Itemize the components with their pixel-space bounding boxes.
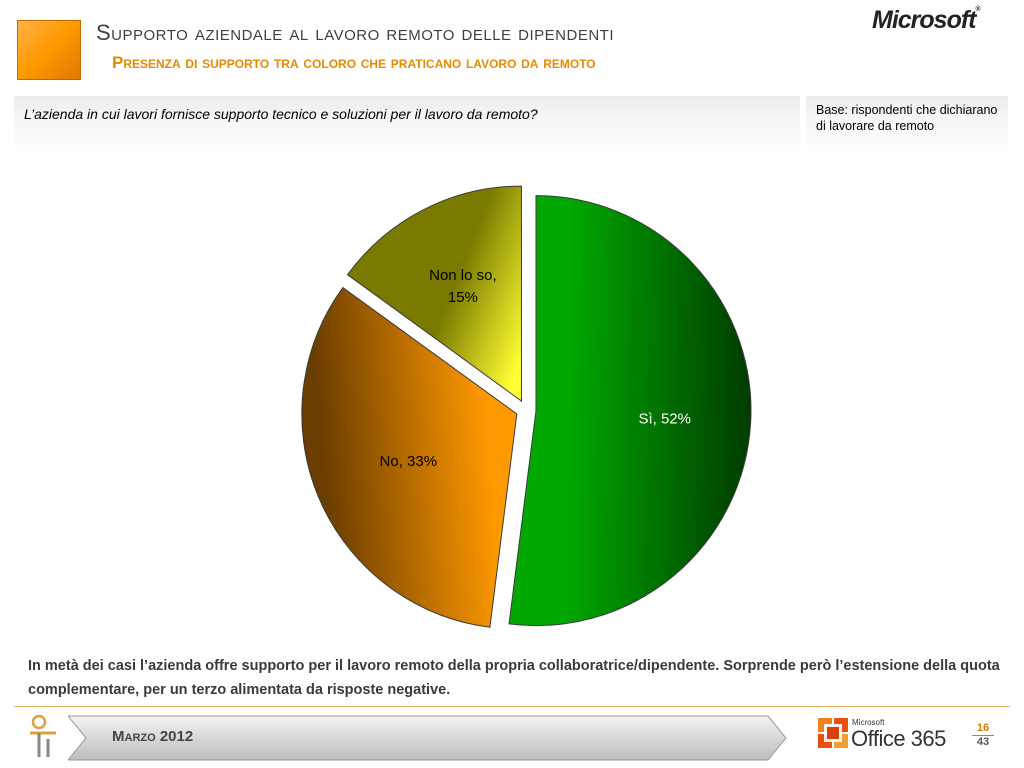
page-number: 16 43 [972, 722, 994, 749]
person-logo-icon [30, 714, 56, 757]
question-box: L’azienda in cui lavori fornisce support… [14, 96, 800, 158]
pie-labels: Sì, 52% No, 33% Non lo so, 15% [380, 267, 691, 470]
footer-divider [14, 706, 1010, 707]
microsoft-logo: Microsoft® [872, 6, 981, 34]
pie-slices [301, 185, 752, 628]
date-banner [68, 715, 787, 761]
pie-label-1: Sì, 52% [638, 411, 691, 428]
question-text: L’azienda in cui lavori fornisce support… [24, 106, 538, 122]
microsoft-logo-text: Microsoft [872, 6, 976, 34]
pie-slice-3 [346, 185, 522, 403]
pie-slice-1 [508, 195, 752, 627]
office-ms-label: Microsoft [852, 718, 885, 727]
office-365-logo-icon [818, 718, 848, 748]
base-text: Base: rispondenti che dichiarano di lavo… [816, 103, 998, 133]
page-current: 16 [972, 722, 994, 736]
pie-chart: Sì, 52% No, 33% Non lo so, 15% [301, 185, 752, 628]
pie-label-3: Non lo so, 15% [429, 267, 497, 306]
pie-slice-2 [301, 286, 518, 628]
page-total: 43 [976, 736, 990, 748]
page-title: Supporto aziendale al lavoro remoto dell… [96, 20, 615, 45]
pie-label-2: No, 33% [380, 453, 438, 470]
office-365-label: Office 365 [851, 726, 946, 751]
orange-square-decoration [17, 20, 81, 80]
page-subtitle: Presenza di supporto tra coloro che prat… [112, 53, 596, 72]
footer-date: Marzo 2012 [112, 728, 194, 745]
base-box: Base: rispondenti che dichiarano di lavo… [806, 96, 1008, 158]
footnote-text: In metà dei casi l’azienda offre support… [28, 658, 1000, 698]
